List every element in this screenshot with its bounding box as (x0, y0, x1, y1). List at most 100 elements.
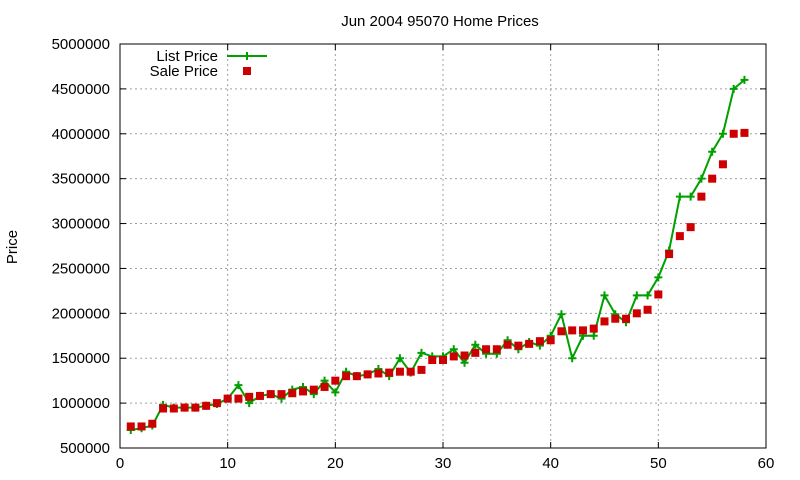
y-tick-label: 1000000 (52, 395, 110, 412)
data-point-list-price (697, 174, 706, 183)
data-point-sale-price (557, 327, 566, 336)
data-point-sale-price (525, 339, 534, 348)
data-point-list-price (460, 358, 469, 367)
legend-sample-sale-price (243, 67, 251, 75)
data-point-sale-price (331, 376, 340, 385)
data-point-sale-price (492, 345, 501, 354)
data-point-sale-price (137, 422, 146, 431)
y-tick-label: 3000000 (52, 216, 110, 233)
data-point-sale-price (482, 345, 491, 354)
data-point-sale-price (288, 389, 297, 398)
data-point-sale-price (191, 403, 200, 412)
data-point-list-price (686, 192, 695, 201)
data-point-sale-price (255, 391, 264, 400)
data-point-list-price (740, 75, 749, 84)
data-point-sale-price (374, 369, 383, 378)
x-tick-label: 50 (650, 455, 667, 472)
data-point-sale-price (622, 314, 631, 323)
data-point-list-price (708, 147, 717, 156)
data-point-sale-price (697, 192, 706, 201)
data-point-sale-price (546, 336, 555, 345)
data-point-sale-price (148, 419, 157, 428)
data-point-sale-price (665, 250, 674, 259)
data-point-sale-price (589, 324, 598, 333)
x-tick-label: 30 (435, 455, 452, 472)
data-point-list-price (471, 340, 480, 349)
y-tick-label: 2500000 (52, 260, 110, 277)
data-point-list-price (600, 291, 609, 300)
data-point-sale-price (126, 422, 135, 431)
legend-label-list-price: List Price (156, 48, 218, 65)
data-point-sale-price (385, 368, 394, 377)
data-point-sale-price (212, 399, 221, 408)
data-point-sale-price (202, 401, 211, 410)
data-point-sale-price (266, 390, 275, 399)
y-tick-label: 5000000 (52, 36, 110, 53)
data-point-sale-price (654, 290, 663, 299)
data-point-sale-price (309, 385, 318, 394)
data-point-list-price (417, 348, 426, 357)
y-tick-label: 4500000 (52, 81, 110, 98)
x-tick-label: 60 (758, 455, 775, 472)
data-point-sale-price (568, 326, 577, 335)
x-tick-label: 40 (542, 455, 559, 472)
x-tick-label: 10 (219, 455, 236, 472)
data-point-list-price (675, 192, 684, 201)
data-point-sale-price (514, 341, 523, 350)
x-tick-label: 20 (327, 455, 344, 472)
data-point-sale-price (223, 394, 232, 403)
data-point-list-price (557, 310, 566, 319)
data-point-sale-price (342, 372, 351, 381)
data-point-sale-price (320, 382, 329, 391)
data-point-sale-price (729, 129, 738, 138)
data-point-sale-price (159, 404, 168, 413)
y-tick-label: 2000000 (52, 305, 110, 322)
data-point-sale-price (180, 403, 189, 412)
data-point-list-price (234, 381, 243, 390)
legend-sample-list-price (227, 52, 267, 60)
data-point-sale-price (643, 305, 652, 314)
data-point-sale-price (439, 356, 447, 365)
data-point-list-price (395, 354, 404, 363)
data-point-sale-price (395, 367, 404, 376)
data-point-sale-price (718, 160, 727, 169)
y-tick-label: 1500000 (52, 350, 110, 367)
data-point-sale-price (449, 352, 458, 361)
data-point-sale-price (169, 404, 178, 413)
y-tick-label: 500000 (60, 440, 110, 457)
axis-ticks (119, 43, 767, 449)
data-point-list-price (331, 388, 340, 397)
data-point-sale-price (245, 392, 254, 401)
data-point-sale-price (686, 223, 695, 232)
data-point-sale-price (460, 351, 469, 360)
data-point-list-price (568, 354, 577, 363)
legend-label-sale-price: Sale Price (150, 63, 218, 80)
data-point-sale-price (535, 337, 544, 346)
data-point-list-price (729, 84, 738, 93)
data-point-list-price (643, 291, 652, 300)
data-point-sale-price (708, 174, 717, 183)
data-point-sale-price (632, 309, 641, 318)
data-point-sale-price (471, 348, 480, 357)
axis-tick-labels: 0 10 20 30 40 50 60 500000 1000000 1500000 2000000… (52, 36, 775, 472)
chart-title: Jun 2004 95070 Home Prices (341, 13, 539, 30)
y-tick-label: 3500000 (52, 171, 110, 188)
data-point-sale-price (406, 367, 415, 376)
data-point-sale-price (740, 128, 749, 137)
data-point-sale-price (675, 232, 684, 241)
legend: List Price Sale Price (150, 48, 267, 80)
data-point-sale-price (611, 314, 620, 323)
y-tick-label: 4000000 (52, 126, 110, 143)
data-point-sale-price (352, 372, 361, 381)
data-point-sale-price (417, 365, 426, 374)
y-axis-label: Price (4, 230, 21, 264)
data-point-sale-price (578, 326, 587, 335)
series-points (126, 75, 749, 435)
data-point-list-price (449, 345, 458, 354)
data-point-sale-price (600, 317, 609, 326)
x-tick-label: 0 (116, 455, 124, 472)
data-point-sale-price (234, 394, 243, 403)
data-point-sale-price (277, 390, 286, 399)
data-point-list-price (654, 273, 663, 282)
